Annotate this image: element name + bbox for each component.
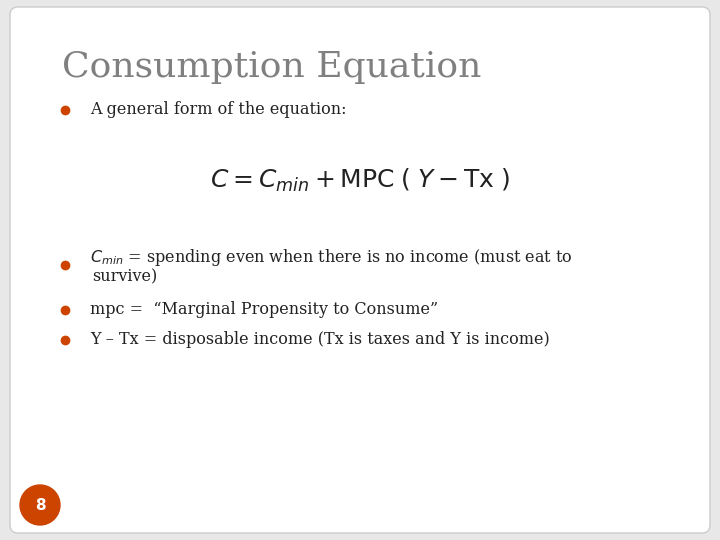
Text: Consumption Equation: Consumption Equation — [62, 50, 482, 84]
Text: survive): survive) — [92, 268, 157, 286]
Text: $C_{min}$ = spending even when there is no income (must eat to: $C_{min}$ = spending even when there is … — [90, 246, 572, 267]
Text: mpc =  “Marginal Propensity to Consume”: mpc = “Marginal Propensity to Consume” — [90, 301, 438, 319]
Circle shape — [20, 485, 60, 525]
Text: 8: 8 — [35, 497, 45, 512]
Text: Y – Tx = disposable income (Tx is taxes and Y is income): Y – Tx = disposable income (Tx is taxes … — [90, 332, 550, 348]
FancyBboxPatch shape — [10, 7, 710, 533]
Text: $C = C_{min} + \mathrm{MPC}\;(\;Y - \mathrm{Tx}\;)$: $C = C_{min} + \mathrm{MPC}\;(\;Y - \mat… — [210, 166, 510, 194]
Text: A general form of the equation:: A general form of the equation: — [90, 102, 346, 118]
